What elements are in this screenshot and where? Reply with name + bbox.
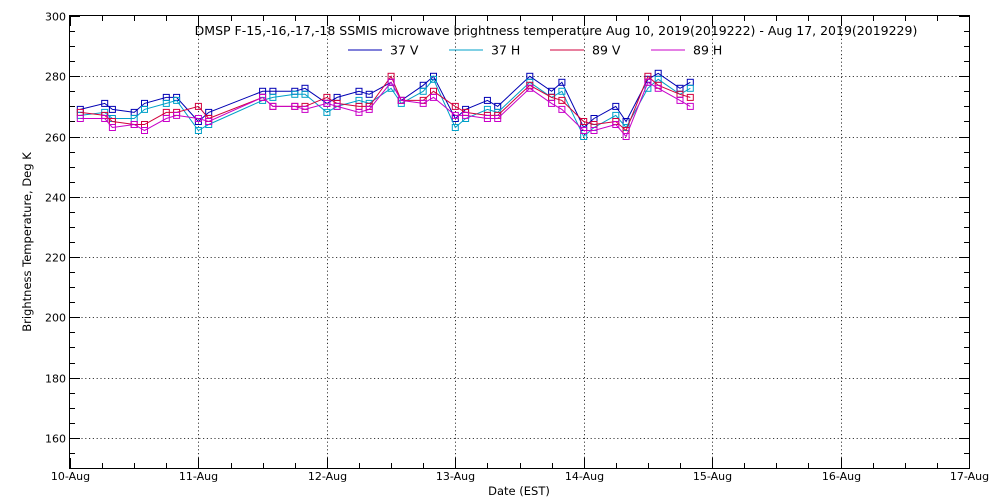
legend-label-89-v: 89 V (592, 43, 621, 58)
y-tick-label: 220 (45, 252, 66, 265)
data-point-37-v (483, 96, 491, 104)
data-point-89-v (194, 102, 202, 110)
y-axis-label: Brightness Temperature, Deg K (20, 152, 34, 332)
legend-label-89-h: 89 H (693, 43, 722, 58)
data-point-89-h (108, 124, 116, 131)
data-point-89-h (333, 102, 341, 110)
data-point-37-h (451, 124, 459, 131)
data-point-37-h (558, 87, 566, 95)
data-point-89-v (580, 118, 588, 125)
x-tick-label: 16-Aug (822, 470, 861, 483)
x-tick-label: 14-Aug (565, 470, 604, 483)
data-point-37-v (612, 102, 620, 110)
data-point-89-h (558, 105, 566, 113)
series-line-89-v (80, 75, 691, 132)
data-point-89-h (101, 115, 109, 122)
legend: 37 V 37 H 89 V 89 H (348, 43, 722, 58)
data-point-89-h (291, 102, 299, 110)
data-point-89-h (580, 127, 588, 134)
legend-label-37-h: 37 H (491, 43, 520, 58)
x-tick-label: 11-Aug (179, 470, 218, 483)
data-point-89-v (686, 93, 694, 101)
data-point-89-h (365, 105, 373, 113)
series-line-37-h (80, 78, 691, 138)
grid-layer (70, 16, 969, 468)
data-point-37-v (108, 105, 116, 113)
data-point-89-h (612, 121, 620, 128)
data-point-89-h (162, 115, 170, 122)
legend-item-89-h: 89 H (651, 43, 722, 58)
data-point-37-v (365, 90, 373, 98)
data-point-89-v (558, 96, 566, 104)
data-point-89-h (387, 78, 395, 86)
x-tick-label: 12-Aug (308, 470, 347, 483)
x-tick-label: 13-Aug (436, 470, 475, 483)
data-point-89-h (397, 96, 405, 104)
data-point-37-h (173, 96, 181, 104)
chart-title: DMSP F-15,-16,-17,-18 SSMIS microwave br… (195, 23, 918, 38)
data-point-37-v (558, 78, 566, 86)
plot-frame (69, 15, 970, 469)
x-tick-label: 17-Aug (950, 470, 989, 483)
data-point-89-h (323, 99, 331, 107)
data-point-89-h (141, 127, 148, 134)
data-point-89-h (194, 115, 202, 122)
data-point-89-h (355, 108, 363, 116)
data-point-89-h (430, 93, 437, 101)
data-point-89-h (526, 84, 534, 92)
data-point-37-h (686, 84, 694, 92)
data-point-89-h (686, 102, 694, 110)
series-layer (76, 69, 694, 140)
data-point-37-h (291, 90, 299, 98)
data-point-89-h (462, 111, 470, 119)
data-point-37-v (101, 99, 109, 107)
x-axis-label: Date (EST) (488, 484, 550, 498)
y-tick-label: 160 (45, 433, 66, 446)
x-tick-label: 15-Aug (693, 470, 732, 483)
data-point-89-h (644, 78, 652, 86)
series-line-89-h (80, 81, 691, 138)
data-point-37-h (269, 93, 277, 101)
data-point-89-h (419, 99, 427, 107)
y-tick-label: 260 (45, 132, 66, 145)
data-point-89-h (173, 111, 181, 119)
data-point-89-h (676, 96, 684, 104)
data-point-89-h (622, 133, 630, 140)
y-tick-label: 200 (45, 312, 66, 325)
data-point-89-h (259, 93, 267, 101)
data-point-37-v (355, 87, 363, 95)
data-point-89-h (654, 84, 662, 92)
data-point-37-h (419, 87, 427, 95)
data-point-89-h (301, 105, 309, 113)
y-tick-label: 180 (45, 373, 66, 386)
data-point-89-h (548, 99, 556, 107)
data-point-37-h (141, 105, 148, 113)
data-point-37-h (194, 127, 202, 134)
data-point-37-h (323, 108, 331, 116)
data-point-89-h (451, 111, 459, 119)
y-tick-label: 240 (45, 192, 66, 205)
data-point-89-h (269, 102, 277, 110)
y-tick-label: 300 (45, 11, 66, 24)
data-point-89-h (494, 115, 502, 122)
series-89-h (76, 78, 694, 140)
data-point-89-v (451, 102, 459, 110)
legend-item-89-v: 89 V (550, 43, 621, 58)
legend-item-37-h: 37 H (449, 43, 520, 58)
data-point-37-h (430, 75, 437, 83)
data-point-89-h (76, 115, 84, 122)
legend-label-37-v: 37 V (390, 43, 419, 58)
data-point-89-h (205, 118, 213, 125)
ticks-layer: 10-Aug 11-Aug 12-Aug 13-Aug 14-Aug 15-Aug 16-A… (45, 11, 989, 484)
data-point-89-h (483, 115, 491, 122)
y-tick-label: 280 (45, 71, 66, 84)
series-line-37-v (80, 72, 691, 129)
x-tick-label: 10-Aug (51, 470, 90, 483)
data-point-37-h (301, 90, 309, 98)
legend-item-37-v: 37 V (348, 43, 419, 58)
data-point-89-h (130, 121, 138, 128)
data-point-89-h (590, 127, 598, 134)
data-point-37-h (162, 99, 170, 107)
